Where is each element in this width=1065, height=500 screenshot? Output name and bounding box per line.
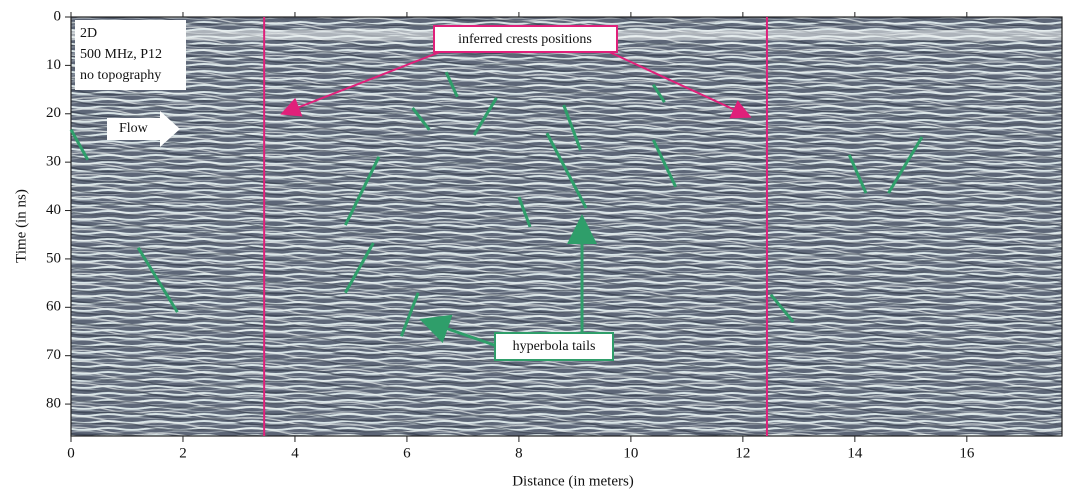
y-tick-label: 60: [46, 299, 61, 315]
x-tick-label: 4: [291, 445, 299, 461]
y-tick-label: 50: [46, 250, 61, 266]
info-text: no topography: [80, 68, 161, 83]
y-tick-label: 70: [46, 347, 61, 363]
y-tick-label: 0: [54, 8, 62, 24]
hyperbola-tail: [887, 136, 924, 194]
plot-frame: [70, 16, 1063, 437]
x-tick-label: 12: [735, 445, 750, 461]
hyperbola-tail: [444, 71, 459, 98]
hyperbola-tail: [517, 196, 532, 228]
marks: [69, 17, 924, 436]
y-tick-label: 80: [46, 396, 61, 412]
crest-label: inferred crests positions: [458, 32, 592, 47]
x-tick-label: 2: [179, 445, 187, 461]
hyperbola-tail: [472, 97, 498, 136]
info-text: 500 MHz, P12: [80, 47, 162, 62]
hyperbola-tail: [399, 292, 420, 337]
x-tick-label: 14: [847, 445, 863, 461]
hyperbola-tail: [69, 129, 90, 161]
hyperbola-tail: [651, 139, 678, 188]
hyperbola-tail: [847, 154, 868, 194]
crest-arrow: [604, 49, 752, 119]
hyperbola-tail: [411, 107, 431, 131]
y-axis-title: Time (in ns): [13, 189, 29, 263]
x-tick-label: 8: [515, 445, 523, 461]
info-box: [75, 20, 186, 90]
y-tick-label: 10: [46, 57, 61, 73]
crest-arrow: [280, 49, 446, 117]
info-text: 2D: [80, 26, 97, 41]
x-tick-label: 6: [403, 445, 411, 461]
hyperbola-tail: [562, 104, 582, 151]
y-tick-label: 30: [46, 154, 61, 170]
radargram-image: [71, 17, 1062, 436]
crest-box: [433, 25, 618, 53]
y-tick-label: 20: [46, 105, 61, 121]
tail-label: hyperbola tails: [513, 339, 596, 354]
x-axis-title: Distance (in meters): [512, 473, 634, 489]
hyperbola-tail: [343, 156, 381, 226]
tail-arrow: [419, 314, 498, 348]
hyperbola-tail: [136, 247, 179, 313]
tail-box: [494, 332, 614, 361]
x-tick-label: 0: [67, 445, 75, 461]
hyperbola-tail: [545, 132, 588, 209]
hyperbola-tail: [652, 83, 666, 103]
hyperbola-tail: [769, 293, 795, 323]
hyperbola-tail: [344, 242, 375, 294]
flow-label: Flow: [119, 121, 149, 136]
y-tick-label: 40: [46, 202, 61, 218]
x-tick-label: 10: [623, 445, 638, 461]
x-tick-label: 16: [959, 445, 975, 461]
flow-arrow: [107, 111, 180, 147]
